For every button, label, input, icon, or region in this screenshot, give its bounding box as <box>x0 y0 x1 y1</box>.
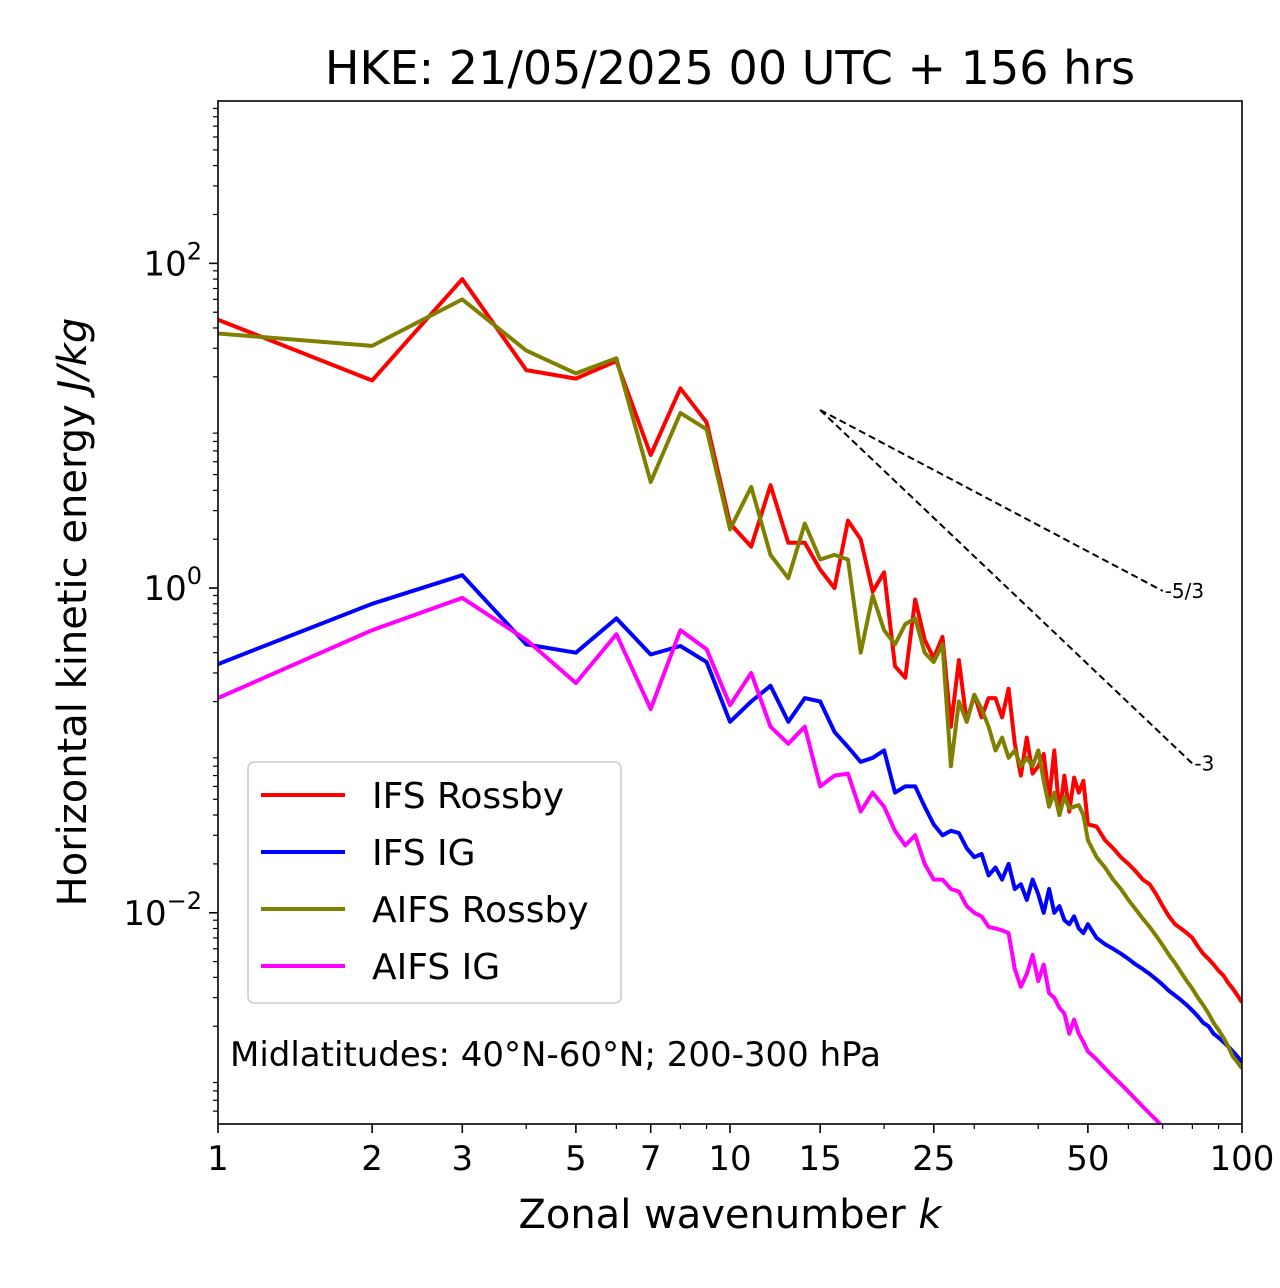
x-axis-label: Zonal wavenumber k <box>518 1192 943 1238</box>
legend-frame <box>247 761 622 1004</box>
x-tick-label: 7 <box>640 1139 662 1179</box>
y-axis-label: Horizontal kinetic energy J/kg <box>50 318 96 907</box>
region-annotation: Midlatitudes: 40°N-60°N; 200-300 hPa <box>230 1035 881 1075</box>
x-tick-label: 10 <box>708 1139 751 1179</box>
reference-slope-line <box>819 409 1194 765</box>
y-axis-label-text: Horizontal kinetic energy <box>50 404 96 906</box>
legend-label: IFS IG <box>372 833 476 874</box>
x-tick-label: 1 <box>207 1139 229 1179</box>
y-axis-label-unit: J/kg <box>50 318 96 399</box>
chart-title: HKE: 21/05/2025 00 UTC + 156 hrs <box>325 41 1135 95</box>
x-tick-label: 5 <box>565 1139 587 1179</box>
x-tick-label: 25 <box>912 1139 955 1179</box>
series-line-aifs-ig <box>218 595 1163 1124</box>
x-axis-label-variable: k <box>918 1192 943 1238</box>
series-line-ifs-rossby <box>218 277 1242 1004</box>
reference-slope-label: -3 <box>1194 752 1214 776</box>
x-tick-label: 2 <box>361 1139 383 1179</box>
reference-slopes: -5/3 -3 <box>819 409 1214 776</box>
y-tick-label: 10−2 <box>123 887 202 934</box>
x-tick-label: 3 <box>451 1139 473 1179</box>
plot-frame <box>217 100 1243 1125</box>
x-tick-label: 50 <box>1066 1139 1109 1179</box>
legend: IFS Rossby IFS IG AIFS Rossby AIFS IG <box>247 761 622 1004</box>
x-axis-label-text: Zonal wavenumber <box>518 1192 906 1238</box>
axis-ticks: 1 2 3 5 7 10 15 25 50 100 10−2 100 102 <box>123 107 1275 1179</box>
series-line-aifs-rossby <box>218 297 1242 1070</box>
x-tick-label: 15 <box>799 1139 842 1179</box>
x-tick-label: 100 <box>1210 1139 1275 1179</box>
legend-items: IFS Rossby IFS IG AIFS Rossby AIFS IG <box>261 776 589 988</box>
legend-label: AIFS IG <box>372 947 500 988</box>
y-tick-label: 100 <box>143 562 202 609</box>
legend-label: AIFS Rossby <box>372 890 589 931</box>
series-lines <box>218 277 1242 1124</box>
reference-slope-line <box>819 409 1164 592</box>
legend-label: IFS Rossby <box>372 776 564 817</box>
reference-slope-label: -5/3 <box>1165 579 1204 603</box>
series-line-ifs-ig <box>218 573 1242 1064</box>
y-tick-label: 102 <box>143 237 202 284</box>
